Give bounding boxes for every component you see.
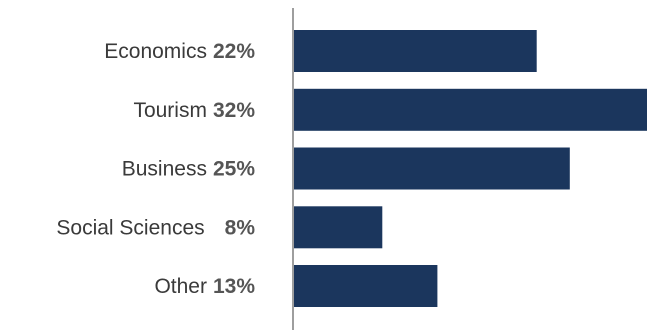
value-label-social-sciences: 8% [225,216,256,239]
category-name-other: Other [154,275,207,298]
category-label-social-sciences: Social Sciences 8% [56,216,255,239]
category-labels-group: Economics 22% Tourism 32% Business 25% Social … [56,40,255,298]
category-name-social-sciences: Social Sciences [56,216,204,239]
value-label-tourism: 32% [213,99,255,122]
bar-tourism [294,88,647,131]
category-name-business: Business [122,158,207,181]
value-label-other: 13% [213,275,255,298]
category-label-tourism: Tourism 32% [133,99,255,122]
bar-social-sciences [294,206,383,249]
category-label-other: Other 13% [154,275,255,298]
category-label-economics: Economics 22% [104,40,255,63]
bars-group [294,30,647,307]
category-name-economics: Economics [104,40,207,63]
bar-other [294,265,438,307]
category-name-tourism: Tourism [133,99,207,122]
bar-economics [294,30,537,72]
value-label-economics: 22% [213,40,255,63]
category-label-business: Business 25% [122,158,256,181]
value-label-business: 25% [213,158,255,181]
bar-business [294,147,570,190]
